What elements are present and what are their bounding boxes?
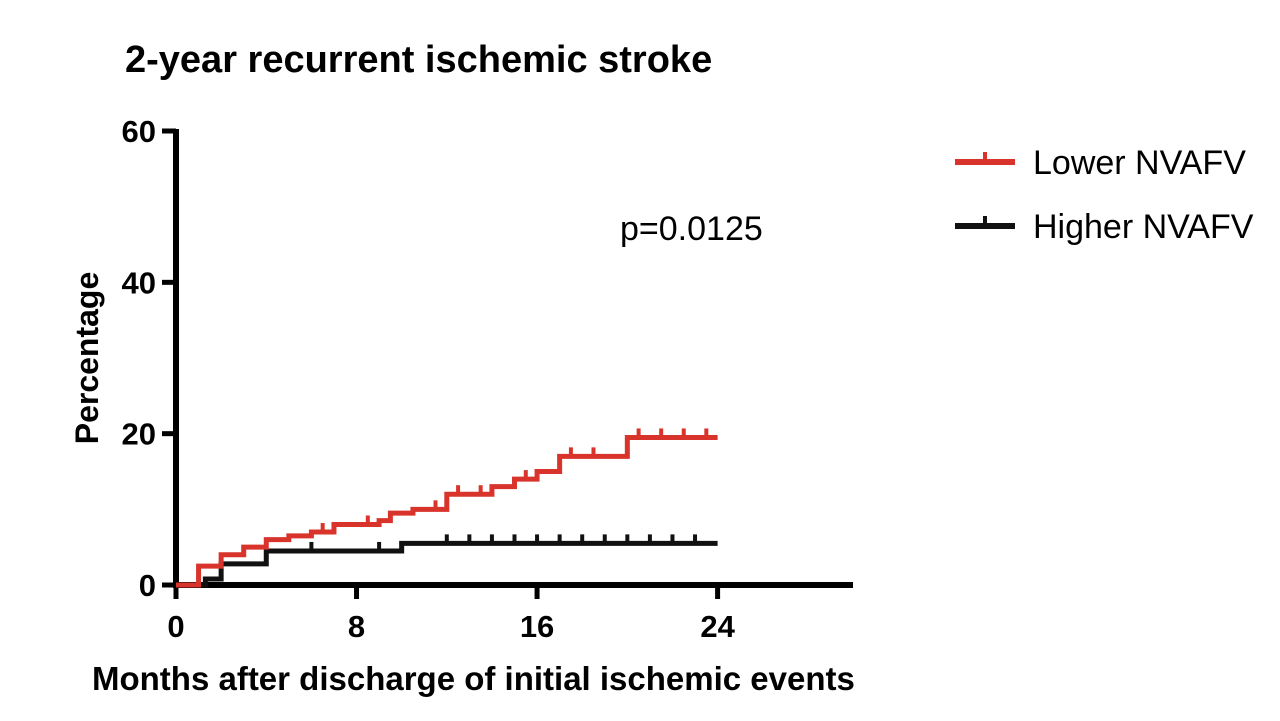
x-tick-label: 16 — [520, 609, 554, 644]
y-tick-label: 40 — [122, 265, 156, 300]
legend: Lower NVAFV Higher NVAFV — [955, 144, 1254, 246]
p-value-annotation: p=0.0125 — [620, 210, 763, 248]
axes: 0 20 40 60 0 8 16 24 — [122, 114, 853, 644]
legend-label: Lower NVAFV — [1033, 144, 1246, 182]
x-tick-label: 0 — [167, 609, 184, 644]
legend-label: Higher NVAFV — [1033, 208, 1254, 246]
x-tick-label: 8 — [348, 609, 365, 644]
series-layer — [176, 428, 718, 588]
y-tick-label: 60 — [122, 114, 156, 149]
series-line-higher-nvafv — [176, 540, 718, 588]
x-axis-label: Months after discharge of initial ischem… — [92, 660, 855, 697]
y-tick-label: 0 — [139, 568, 156, 603]
x-tick-label: 24 — [700, 609, 735, 644]
y-axis-label: Percentage — [69, 272, 105, 445]
chart-title: 2-year recurrent ischemic stroke — [125, 39, 712, 81]
y-tick-label: 20 — [122, 417, 156, 452]
series-line-lower-nvafv — [176, 434, 718, 588]
